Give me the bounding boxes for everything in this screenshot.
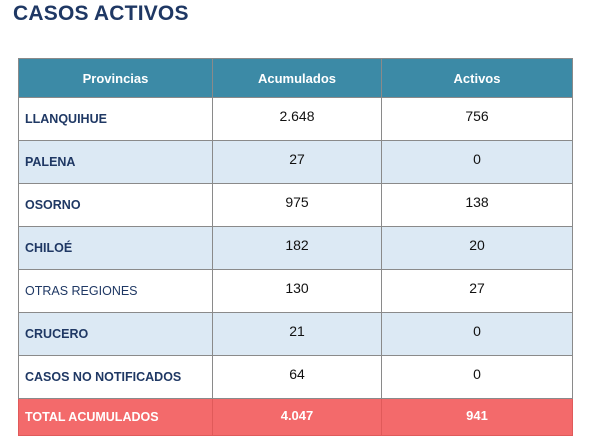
provincia-cell: LLANQUIHUE: [18, 97, 213, 141]
provincia-cell: CRUCERO: [18, 312, 213, 356]
total-activos: 941: [381, 398, 573, 436]
activos-cell: 756: [381, 97, 573, 141]
table-row: LLANQUIHUE 2.648 756: [18, 97, 573, 141]
activos-cell: 27: [381, 269, 573, 313]
provincia-cell: CHILOÉ: [18, 226, 213, 270]
table-row: OSORNO 975 138: [18, 183, 573, 227]
acumulados-cell: 130: [212, 269, 382, 313]
header-activos: Activos: [381, 58, 573, 98]
table-row: OTRAS REGIONES 130 27: [18, 269, 573, 313]
total-acumulados: 4.047: [212, 398, 382, 436]
table-header-row: Provincias Acumulados Activos: [18, 58, 573, 98]
table-row: CASOS NO NOTIFICADOS 64 0: [18, 355, 573, 399]
table-row: CRUCERO 21 0: [18, 312, 573, 356]
activos-cell: 20: [381, 226, 573, 270]
activos-cell: 0: [381, 355, 573, 399]
table-row: PALENA 27 0: [18, 140, 573, 184]
table-row: CHILOÉ 182 20: [18, 226, 573, 270]
acumulados-cell: 27: [212, 140, 382, 184]
acumulados-cell: 975: [212, 183, 382, 227]
acumulados-cell: 2.648: [212, 97, 382, 141]
provincia-cell: OTRAS REGIONES: [18, 269, 213, 313]
casos-activos-table: Provincias Acumulados Activos LLANQUIHUE…: [18, 58, 573, 436]
acumulados-cell: 64: [212, 355, 382, 399]
total-label: TOTAL ACUMULADOS: [18, 398, 213, 436]
acumulados-cell: 21: [212, 312, 382, 356]
provincia-cell: CASOS NO NOTIFICADOS: [18, 355, 213, 399]
activos-cell: 0: [381, 312, 573, 356]
header-provincias: Provincias: [18, 58, 213, 98]
header-acumulados: Acumulados: [212, 58, 382, 98]
provincia-cell: PALENA: [18, 140, 213, 184]
acumulados-cell: 182: [212, 226, 382, 270]
provincia-cell: OSORNO: [18, 183, 213, 227]
page-title: CASOS ACTIVOS: [13, 2, 189, 25]
activos-cell: 0: [381, 140, 573, 184]
casos-table-container: Provincias Acumulados Activos LLANQUIHUE…: [18, 58, 573, 436]
total-row: TOTAL ACUMULADOS 4.047 941: [18, 398, 573, 436]
activos-cell: 138: [381, 183, 573, 227]
